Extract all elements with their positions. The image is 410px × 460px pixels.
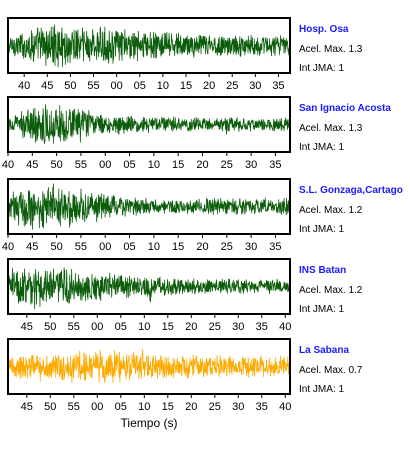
panel-frame-1: [7, 96, 291, 153]
x-tick-label: 15: [162, 401, 174, 413]
station-name: S.L. Gonzaga,Cartago: [299, 185, 403, 196]
x-tick-label: 25: [209, 321, 221, 333]
x-tick-label: 30: [232, 401, 244, 413]
x-tick-label: 45: [21, 401, 33, 413]
x-tick-label: 30: [249, 80, 261, 92]
x-tick-label: 10: [148, 159, 160, 171]
x-tick-label: 55: [68, 401, 80, 413]
x-tick-label: 25: [226, 80, 238, 92]
x-tick-label: 10: [148, 241, 160, 253]
x-tick-label: 45: [26, 159, 38, 171]
trace-line-2: [8, 183, 290, 230]
panel-4: 45 50 55 00 05 10 15 20 25 30 35 40 La Sabana Acel. M…: [7, 338, 363, 413]
x-tick-label: 25: [221, 159, 233, 171]
x-tick-label: 05: [134, 80, 146, 92]
panel-frame-3: [7, 258, 291, 315]
x-tick-label: 15: [172, 241, 184, 253]
jma-intensity: Int JMA: 1: [299, 63, 344, 74]
x-tick-label: 35: [272, 80, 284, 92]
x-tick-label: 20: [185, 401, 197, 413]
trace-line-0: [8, 24, 290, 68]
x-tick-label: 20: [185, 321, 197, 333]
station-name: Hosp. Osa: [299, 24, 349, 35]
x-tick-label: 40: [2, 159, 14, 171]
trace-line-1: [8, 104, 290, 145]
panel-3: 45 50 55 00 05 10 15 20 25 30 35 40 INS Batan Acel. M…: [7, 258, 363, 333]
x-tick-label: 30: [245, 159, 257, 171]
x-tick-label: 15: [180, 80, 192, 92]
x-tick-label: 20: [203, 80, 215, 92]
x-tick-label: 25: [221, 241, 233, 253]
jma-intensity: Int JMA: 1: [299, 224, 344, 235]
x-tick-label: 30: [232, 321, 244, 333]
x-tick-label: 10: [138, 401, 150, 413]
station-name: San Ignacio Acosta: [299, 103, 391, 114]
x-tick-label: 15: [162, 321, 174, 333]
x-tick-label: 50: [64, 80, 76, 92]
max-acceleration: Acel. Max. 1.3: [299, 44, 363, 55]
jma-intensity: Int JMA: 1: [299, 384, 344, 395]
x-tick-label: 50: [50, 159, 62, 171]
x-tick-label: 45: [21, 321, 33, 333]
x-axis-label: Tiempo (s): [121, 416, 178, 430]
max-acceleration: Acel. Max. 1.2: [299, 205, 363, 216]
station-name: La Sabana: [299, 345, 349, 356]
x-tick-label: 35: [269, 241, 281, 253]
x-tick-label: 30: [245, 241, 257, 253]
panel-1: 40 45 50 55 00 05 10 15 20 25 30 35 San Ignacio Acos…: [2, 96, 391, 171]
max-acceleration: Acel. Max. 0.7: [299, 365, 363, 376]
x-tick-label: 55: [68, 321, 80, 333]
x-tick-label: 55: [75, 159, 87, 171]
x-tick-label: 00: [99, 241, 111, 253]
x-tick-label: 35: [269, 159, 281, 171]
jma-intensity: Int JMA: 1: [299, 304, 344, 315]
x-tick-label: 05: [123, 241, 135, 253]
x-tick-label: 55: [87, 80, 99, 92]
x-tick-label: 40: [2, 241, 14, 253]
x-tick-label: 00: [91, 401, 103, 413]
max-acceleration: Acel. Max. 1.3: [299, 123, 363, 134]
x-tick-label: 35: [256, 321, 268, 333]
x-tick-label: 35: [256, 401, 268, 413]
x-tick-label: 40: [279, 401, 291, 413]
x-tick-label: 00: [91, 321, 103, 333]
x-tick-label: 50: [50, 241, 62, 253]
panel-2: 40 45 50 55 00 05 10 15 20 25 30 35 S.L. Gonzaga,Car…: [2, 178, 403, 253]
x-tick-label: 10: [138, 321, 150, 333]
panels-group: 40 45 50 55 00 05 10 15 20 25 30 35 Hosp. Osa Acel. M…: [2, 17, 403, 413]
x-tick-label: 50: [44, 321, 56, 333]
jma-intensity: Int JMA: 1: [299, 142, 344, 153]
x-tick-label: 40: [279, 321, 291, 333]
x-tick-label: 45: [41, 80, 53, 92]
x-tick-label: 05: [115, 401, 127, 413]
x-tick-label: 00: [111, 80, 123, 92]
x-tick-label: 45: [26, 241, 38, 253]
max-acceleration: Acel. Max. 1.2: [299, 285, 363, 296]
x-tick-label: 05: [123, 159, 135, 171]
x-tick-label: 00: [99, 159, 111, 171]
x-tick-label: 20: [196, 241, 208, 253]
panel-frame-0: [7, 17, 291, 74]
x-tick-label: 15: [172, 159, 184, 171]
x-tick-label: 55: [75, 241, 87, 253]
x-tick-label: 10: [157, 80, 169, 92]
x-tick-label: 20: [196, 159, 208, 171]
station-name: INS Batan: [299, 265, 346, 276]
trace-line-4: [8, 348, 290, 384]
panel-0: 40 45 50 55 00 05 10 15 20 25 30 35 Hosp. Osa Acel. M…: [7, 17, 363, 92]
panel-frame-2: [7, 178, 291, 235]
x-tick-label: 40: [18, 80, 30, 92]
panel-frame-4: [7, 338, 291, 395]
x-tick-label: 05: [115, 321, 127, 333]
x-tick-label: 25: [209, 401, 221, 413]
x-tick-label: 50: [44, 401, 56, 413]
trace-line-3: [8, 267, 290, 310]
